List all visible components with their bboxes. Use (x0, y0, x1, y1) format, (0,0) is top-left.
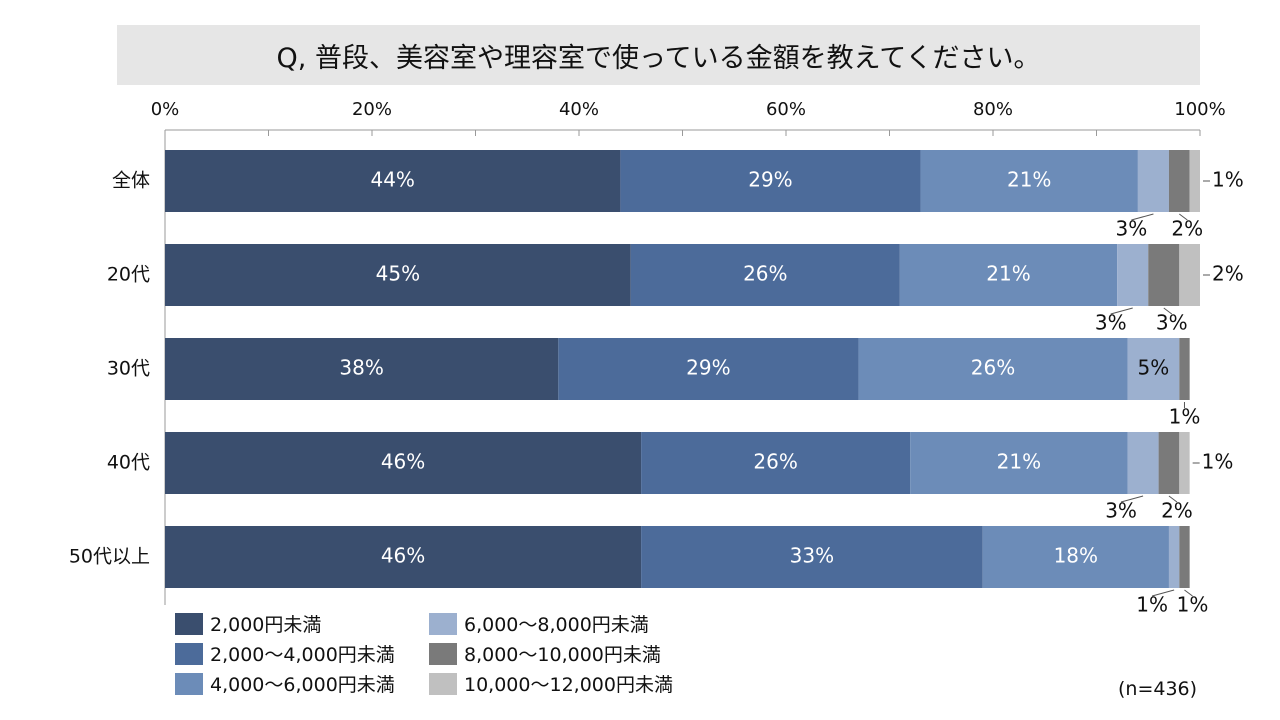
bar-segment (1117, 244, 1149, 306)
x-tick-label: 60% (766, 99, 806, 120)
legend-label: 8,000～10,000円未満 (464, 644, 661, 666)
legend-swatch (175, 642, 203, 665)
legend-swatch (429, 612, 457, 635)
legend-swatch (429, 672, 457, 695)
category-label: 全体 (112, 170, 150, 192)
data-label: 26% (971, 356, 1015, 380)
data-label: 1% (1202, 450, 1234, 474)
bar-segment (1148, 244, 1180, 306)
data-label: 21% (986, 262, 1030, 286)
category-label: 50代以上 (69, 546, 150, 568)
legend-label: 2,000円未満 (210, 614, 322, 636)
data-label: 26% (753, 450, 797, 474)
bar-segment (1189, 150, 1200, 212)
bar-segment (1179, 338, 1190, 400)
leader-line (1110, 307, 1133, 315)
data-label: 29% (686, 356, 730, 380)
data-label: 3% (1105, 499, 1137, 523)
bar-segment (1158, 432, 1180, 494)
category-label: 30代 (107, 358, 150, 380)
legend-item: 10,000～12,000円未満 (429, 672, 689, 696)
bar-segment (1137, 150, 1169, 212)
data-label: 21% (997, 450, 1041, 474)
data-label: 3% (1156, 311, 1188, 335)
data-label: 1% (1212, 168, 1244, 192)
leader-line (1179, 213, 1188, 221)
data-label: 45% (376, 262, 420, 286)
data-label: 44% (370, 168, 414, 192)
bar-segment (165, 150, 621, 212)
bar-segment (165, 526, 642, 588)
data-label: 1% (1169, 405, 1201, 429)
leader-line (1151, 589, 1175, 597)
data-label: 3% (1095, 311, 1127, 335)
data-label: 29% (748, 168, 792, 192)
legend-item: 2,000～4,000円未満 (175, 642, 429, 666)
bar-segment (1168, 150, 1190, 212)
legend-label: 6,000～8,000円未満 (464, 614, 649, 636)
category-label: 20代 (107, 264, 150, 286)
leader-line (1120, 495, 1144, 503)
data-label: 1% (1177, 593, 1209, 617)
data-label: 2% (1171, 217, 1203, 241)
x-tick-label: 100% (1174, 99, 1225, 120)
data-label: 2% (1212, 262, 1244, 286)
legend-swatch (429, 642, 457, 665)
bar-segment (1179, 244, 1200, 306)
legend-item: 8,000～10,000円未満 (429, 642, 689, 666)
legend-label: 10,000～12,000円未満 (464, 674, 673, 696)
leader-line (1168, 495, 1178, 503)
x-tick-label: 0% (151, 99, 180, 120)
legend-swatch (175, 672, 203, 695)
bar-segment (1179, 526, 1190, 588)
bar-segment (165, 338, 559, 400)
bar-segment (1168, 526, 1180, 588)
data-label: 26% (743, 262, 787, 286)
sample-size-note: (n=436) (1118, 678, 1198, 700)
data-label: 18% (1054, 544, 1098, 568)
legend-label: 4,000～6,000円未満 (210, 674, 395, 696)
data-label: 38% (339, 356, 383, 380)
data-label: 21% (1007, 168, 1051, 192)
legend-swatch (175, 612, 203, 635)
bar-segment (165, 244, 631, 306)
leader-line (1184, 589, 1193, 597)
x-tick-label: 80% (973, 99, 1013, 120)
legend-item: 4,000～6,000円未満 (175, 672, 429, 696)
bar-segment (630, 244, 900, 306)
bar-segment (920, 150, 1138, 212)
bar-segment (982, 526, 1169, 588)
data-label: 5% (1138, 356, 1170, 380)
data-label: 46% (381, 450, 425, 474)
leader-line (1163, 307, 1173, 315)
legend-item: 6,000～8,000円未満 (429, 612, 689, 636)
data-label: 2% (1161, 499, 1193, 523)
data-label: 3% (1116, 217, 1148, 241)
x-tick-label: 20% (352, 99, 392, 120)
leader-line (1131, 213, 1154, 221)
legend-label: 2,000～4,000円未満 (210, 644, 395, 666)
bar-segment (620, 150, 921, 212)
data-label: 1% (1136, 593, 1168, 617)
x-tick-label: 40% (559, 99, 599, 120)
legend-item: 2,000円未満 (175, 612, 429, 636)
chart-title-bar: Q, 普段、美容室や理容室で使っている金額を教えてください。 (117, 25, 1200, 85)
bar-segment (641, 432, 911, 494)
data-label: 33% (790, 544, 834, 568)
bar-segment (1179, 432, 1190, 494)
bar-segment (858, 338, 1128, 400)
bar-segment (165, 432, 642, 494)
category-label: 40代 (107, 452, 150, 474)
bar-segment (558, 338, 859, 400)
chart-title: Q, 普段、美容室や理容室で使っている金額を教えてください。 (276, 42, 1041, 74)
bar-segment (1127, 432, 1159, 494)
bar-segment (641, 526, 983, 588)
data-label: 46% (381, 544, 425, 568)
bar-segment (899, 244, 1118, 306)
chart-legend: 2,000円未満 6,000～8,000円未満 2,000～4,000円未満 8,00… (175, 612, 689, 696)
bar-segment (1127, 338, 1180, 400)
bar-segment (910, 432, 1128, 494)
